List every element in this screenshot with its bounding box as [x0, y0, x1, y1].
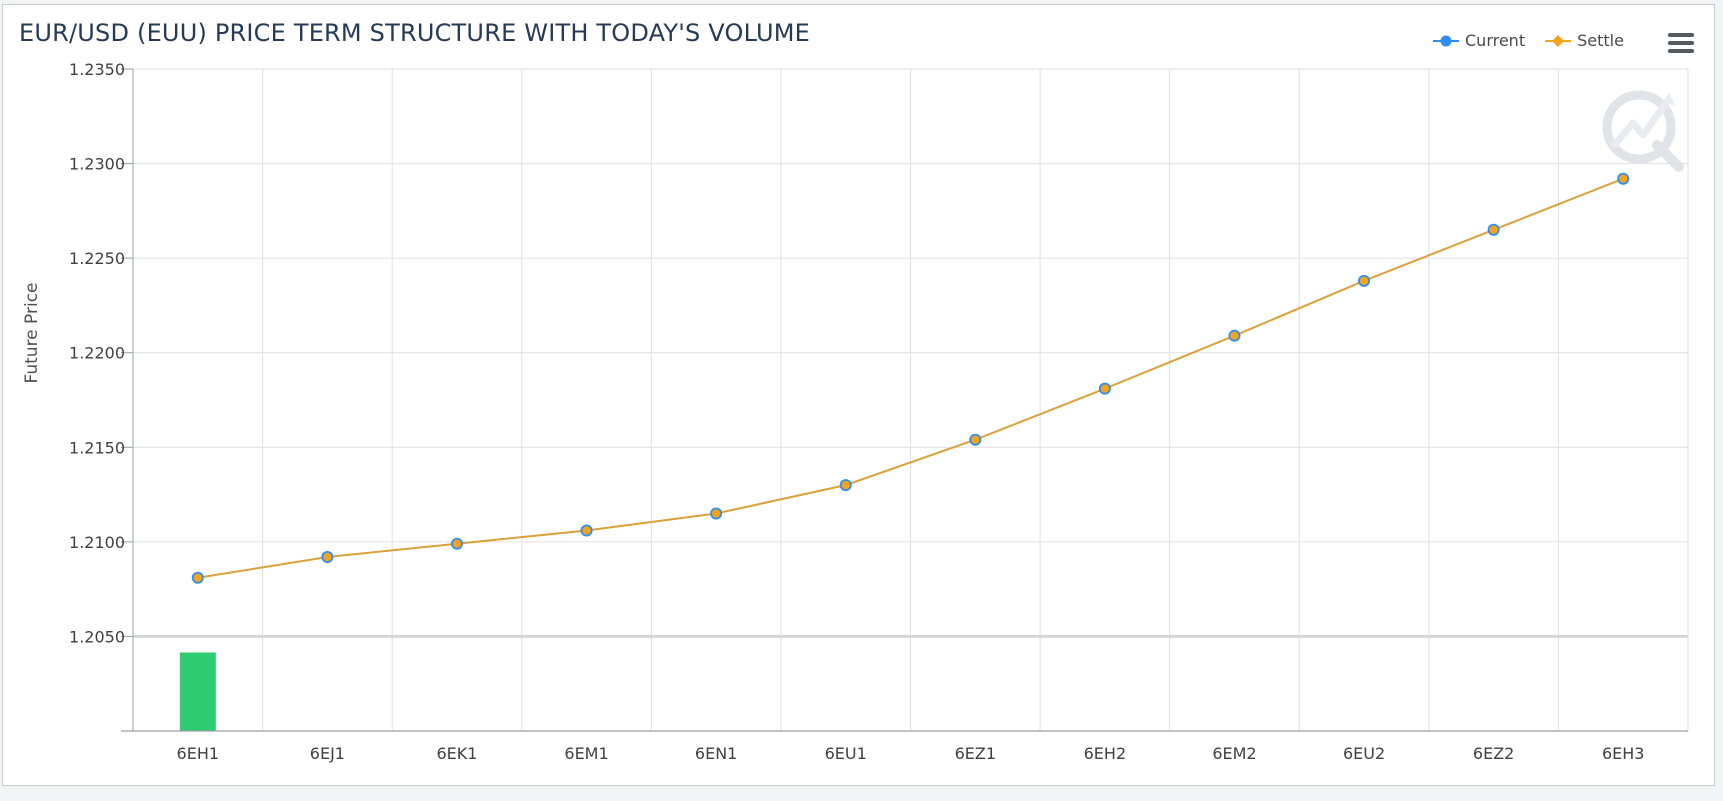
x-tick-label: 6EM2 — [1212, 744, 1256, 763]
y-tick-label: 1.2100 — [69, 533, 125, 552]
axes — [121, 68, 1688, 732]
settle-point — [1100, 384, 1110, 393]
settle-point — [1359, 276, 1369, 286]
y-tick-label: 1.2200 — [69, 344, 125, 363]
legend-item-settle[interactable]: Settle — [1545, 31, 1624, 50]
legend-item-current[interactable]: Current — [1433, 31, 1525, 50]
y-tick-label: 1.2350 — [69, 60, 125, 79]
grid — [132, 68, 1689, 731]
tick-labels: 1.2050 1.2100 1.2150 1.2200 1.2250 1.2300 1.23… — [69, 60, 1644, 763]
series — [191, 172, 1630, 584]
x-tick-label: 6EM1 — [564, 744, 608, 763]
legend-label-settle: Settle — [1577, 31, 1624, 50]
x-tick-label: 6EZ1 — [955, 744, 996, 763]
x-tick-label: 6EU1 — [825, 744, 867, 763]
x-tick-label: 6EU2 — [1343, 744, 1385, 763]
menu-bar — [1668, 41, 1694, 45]
settle-point — [323, 552, 332, 562]
menu-bar — [1668, 49, 1694, 53]
x-tick-label: 6EN1 — [695, 744, 737, 763]
settle-legend-marker-icon — [1545, 34, 1572, 47]
y-axis-title: Future Price — [22, 282, 42, 383]
y-tick-label: 1.2250 — [69, 249, 125, 268]
settle-point — [841, 480, 850, 490]
volume-bars — [179, 652, 216, 731]
settle-point — [452, 539, 462, 548]
y-tick-label: 1.2050 — [69, 627, 125, 646]
settle-point — [193, 573, 202, 582]
x-tick-label: 6EH3 — [1602, 744, 1645, 763]
chart-container: EUR/USD (EUU) PRICE TERM STRUCTURE WITH … — [2, 4, 1715, 786]
settle-point — [711, 509, 721, 518]
settle-point — [582, 526, 591, 535]
settle-point — [1230, 331, 1239, 340]
settle-point — [1489, 225, 1498, 234]
plot-area: 1.2050 1.2100 1.2150 1.2200 1.2250 1.2300 1.23… — [22, 60, 1689, 763]
settle-point — [971, 435, 980, 444]
x-tick-label: 6EK1 — [436, 744, 477, 763]
menu-bar — [1668, 33, 1694, 37]
settle-series-line — [197, 177, 1624, 579]
hamburger-menu-icon[interactable] — [1666, 29, 1696, 57]
x-tick-label: 6EH2 — [1084, 744, 1127, 763]
y-tick-label: 1.2300 — [69, 155, 125, 174]
chart-title: EUR/USD (EUU) PRICE TERM STRUCTURE WITH … — [19, 19, 810, 47]
legend: Current Settle — [1433, 31, 1624, 50]
legend-label-current: Current — [1465, 31, 1526, 50]
x-tick-label: 6EH1 — [177, 744, 220, 763]
x-tick-label: 6EZ2 — [1473, 744, 1514, 763]
settle-point — [1619, 174, 1628, 183]
current-legend-marker-icon — [1433, 35, 1459, 46]
volume-bar — [179, 652, 216, 731]
x-tick-label: 6EJ1 — [310, 744, 345, 763]
y-tick-label: 1.2150 — [69, 438, 125, 457]
